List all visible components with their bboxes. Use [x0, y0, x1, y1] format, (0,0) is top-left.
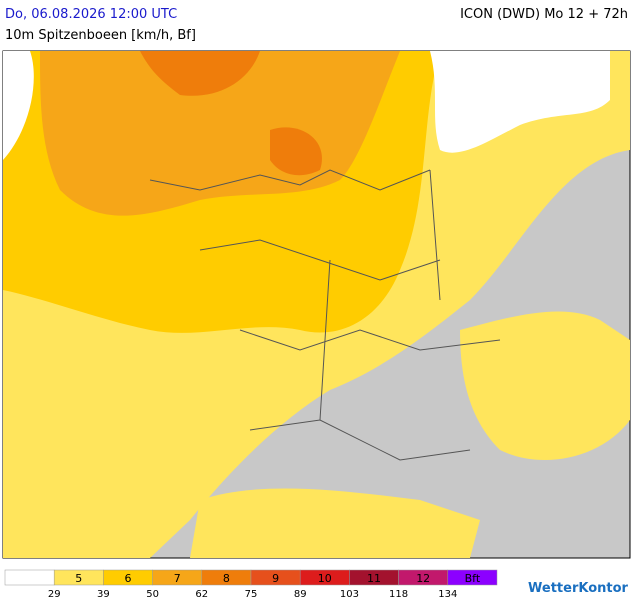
model-run: ICON (DWD) Mo 12 + 72h [460, 7, 628, 22]
zone-7 [40, 51, 400, 216]
borders [149, 169, 501, 461]
zone-8 [140, 51, 260, 96]
logo: WetterKontor [528, 581, 629, 596]
legend-threshold: 118 [389, 589, 408, 600]
legend-threshold: 62 [195, 589, 208, 600]
map [2, 50, 631, 559]
legend-threshold: 50 [146, 589, 159, 600]
legend-class: 7 [174, 572, 181, 585]
legend-class: 12 [416, 572, 430, 585]
legend-threshold: 29 [48, 589, 61, 600]
legend-threshold: 75 [245, 589, 258, 600]
water-area-west [3, 51, 34, 160]
legend-threshold: 134 [438, 589, 457, 600]
zone-8b [270, 127, 322, 176]
legend-class: Bft [465, 572, 481, 585]
legend-threshold: 103 [340, 589, 359, 600]
legend-class: 10 [318, 572, 332, 585]
legend-threshold: 39 [97, 589, 110, 600]
legend-class: 6 [125, 572, 132, 585]
legend-threshold: 89 [294, 589, 307, 600]
legend-class: 11 [367, 572, 381, 585]
legend-class: 9 [272, 572, 279, 585]
legend-swatch [4, 569, 55, 586]
legend-class: 8 [223, 572, 230, 585]
water-area [430, 51, 610, 153]
legend-class: 5 [75, 572, 82, 585]
zone-5-alps [190, 488, 480, 558]
subtitle: 10m Spitzenboeen [km/h, Bf] [5, 28, 196, 43]
zone-5-east [460, 311, 630, 460]
legend-swatch [447, 569, 498, 586]
datetime: Do, 06.08.2026 12:00 UTC [5, 7, 177, 22]
